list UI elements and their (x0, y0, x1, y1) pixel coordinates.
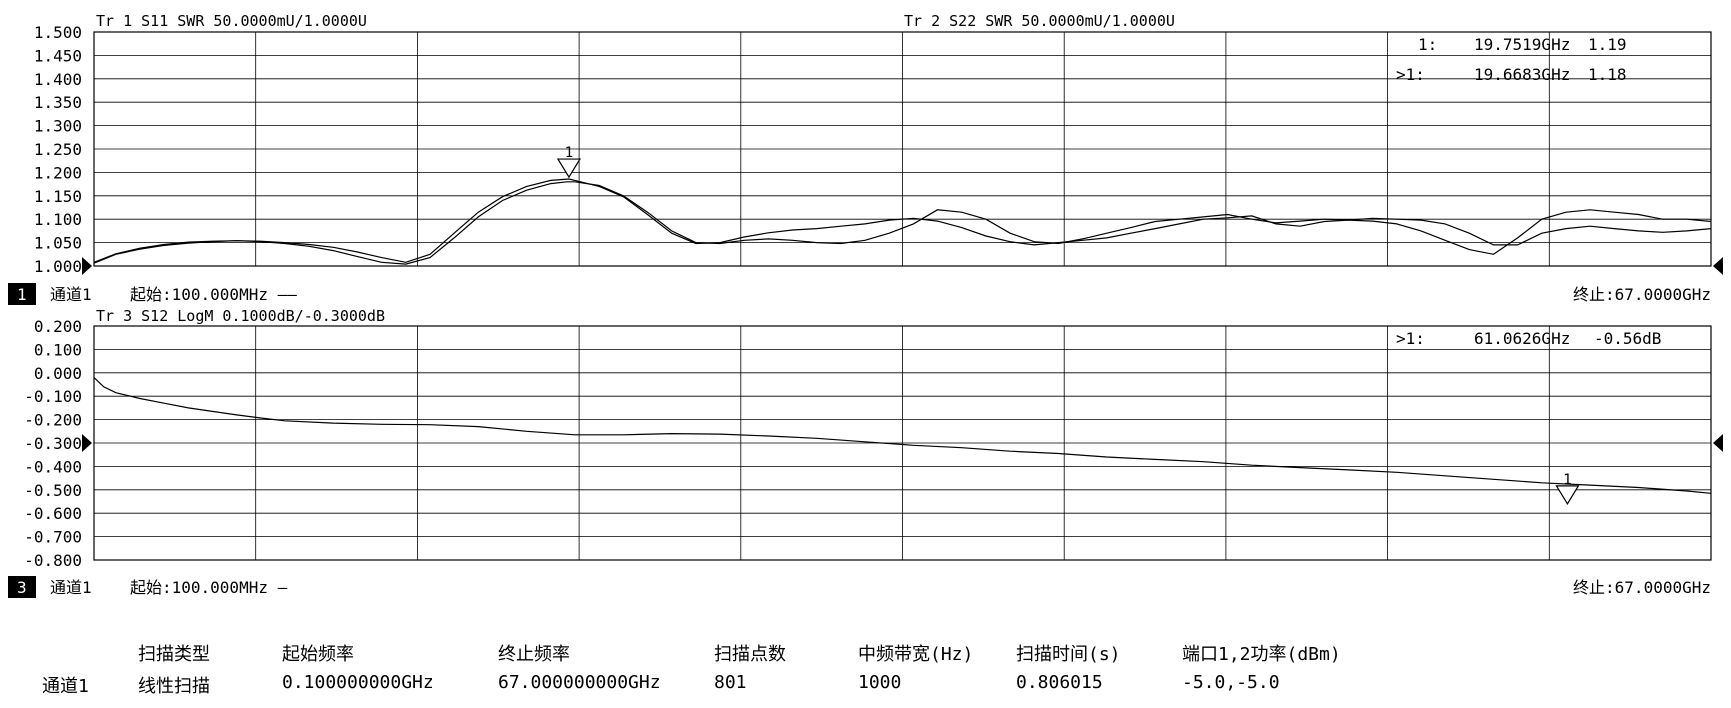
settings-header-if-bandwidth: 中频带宽(Hz) (858, 644, 974, 665)
marker-readout-3-freq: 61.0626GHz (1474, 329, 1570, 348)
marker-number-label: 1 (1563, 472, 1571, 488)
marker-readout-2-value: 1.18 (1588, 65, 1627, 84)
start-frequency-1[interactable]: 起始:100.000MHz —— (130, 285, 297, 304)
marker-readout-2-label: >1: (1396, 65, 1425, 84)
settings-header-start-frequency: 起始频率 (282, 644, 354, 665)
y-tick-label: -0.100 (24, 387, 82, 406)
channel-badge-1-text: 1 (17, 285, 27, 304)
channel-badge-1[interactable] (8, 283, 36, 305)
y-tick-label: -0.600 (24, 504, 82, 523)
chart-panel-s12: 0.200 0.100 0.000 -0.100 -0.200 -0.300 -0.400 -… (8, 307, 1723, 598)
y-tick-label: -0.800 (24, 551, 82, 570)
y-tick-label: 0.000 (34, 364, 82, 383)
trace-2-header[interactable]: Tr 2 S22 SWR 50.0000mU/1.0000U (904, 12, 1175, 30)
grid-panel-1 (93, 31, 1712, 267)
settings-value-sweep-points[interactable]: 801 (714, 672, 747, 693)
stop-frequency-3[interactable]: 终止:67.0000GHz (1573, 578, 1711, 597)
y-tick-label: 1.100 (34, 210, 82, 229)
settings-value-stop-frequency[interactable]: 67.000000000GHz (498, 672, 661, 693)
marker-readout-1-freq: 19.7519GHz (1474, 35, 1570, 54)
y-tick-label: 1.000 (34, 257, 82, 276)
y-tick-label: -0.300 (24, 434, 82, 453)
reference-level-right-marker[interactable] (1713, 434, 1723, 452)
y-tick-label: -0.500 (24, 481, 82, 500)
trace-line-2 (93, 181, 1712, 265)
marker-triangle-icon[interactable] (556, 158, 582, 179)
y-tick-label: 1.050 (34, 234, 82, 253)
y-tick-label: 0.100 (34, 340, 82, 359)
channel-badge-3[interactable] (8, 576, 36, 598)
marker-readout-2-freq: 19.6683GHz (1474, 65, 1570, 84)
chart-panel-s11-s22: 1.500 1.450 1.400 1.350 1.300 1.250 1.200 1.150… (8, 12, 1723, 305)
trace-1-header[interactable]: Tr 1 S11 SWR 50.0000mU/1.0000U (96, 12, 367, 30)
settings-value-sweep-type[interactable]: 线性扫描 (138, 676, 210, 697)
y-tick-label: 1.300 (34, 117, 82, 136)
marker-panel-2[interactable]: 1 (1555, 472, 1580, 505)
channel-label-1: 通道1 (50, 285, 92, 304)
marker-readout-3-label: >1: (1396, 329, 1425, 348)
sweep-settings-table: 扫描类型 起始频率 终止频率 扫描点数 中频带宽(Hz) 扫描时间(s) 端口1… (0, 640, 1731, 708)
analyzer-display: 1.500 1.450 1.400 1.350 1.300 1.250 1.200 1.150… (8, 12, 1723, 598)
marker-readout-3-value: -0.56dB (1594, 329, 1661, 348)
y-tick-label: 1.450 (34, 46, 82, 65)
marker-readout-1-label: 1: (1418, 35, 1437, 54)
trace-3-header[interactable]: Tr 3 S12 LogM 0.1000dB/-0.3000dB (96, 307, 385, 325)
settings-value-sweep-time[interactable]: 0.806015 (1016, 672, 1103, 693)
y-axis-ticks-panel-1: 1.500 1.450 1.400 1.350 1.300 1.250 1.200 1.150… (34, 23, 1723, 276)
marker-number-label: 1 (565, 145, 573, 161)
marker-panel-1[interactable]: 1 (556, 145, 582, 179)
channel-label-3: 通道1 (50, 578, 92, 597)
settings-value-if-bandwidth[interactable]: 1000 (858, 672, 902, 693)
y-tick-label: 1.350 (34, 93, 82, 112)
settings-row-label: 通道1 (42, 676, 89, 697)
channel-badge-3-text: 3 (17, 578, 27, 597)
settings-header-sweep-type: 扫描类型 (138, 644, 210, 665)
settings-value-port-power[interactable]: -5.0,-5.0 (1182, 672, 1280, 693)
y-tick-label: 1.200 (34, 163, 82, 182)
y-tick-label: -0.400 (24, 457, 82, 476)
y-tick-label: -0.200 (24, 411, 82, 430)
y-tick-label: 0.200 (34, 317, 82, 336)
marker-readout-1-value: 1.19 (1588, 35, 1627, 54)
settings-header-stop-frequency: 终止频率 (498, 644, 570, 665)
y-tick-label: 1.250 (34, 140, 82, 159)
stop-frequency-1[interactable]: 终止:67.0000GHz (1573, 285, 1711, 304)
settings-header-sweep-points: 扫描点数 (714, 644, 786, 665)
reference-level-left-marker[interactable] (82, 434, 92, 452)
settings-header-sweep-time: 扫描时间(s) (1016, 644, 1121, 665)
trace-line-1 (93, 178, 1712, 264)
reference-level-right-marker[interactable] (1713, 257, 1723, 275)
traces-panel-2 (93, 377, 1712, 494)
start-frequency-3[interactable]: 起始:100.000MHz — (130, 578, 288, 597)
trace-line-1 (93, 377, 1712, 494)
marker-triangle-icon[interactable] (1555, 485, 1580, 505)
y-tick-label: 1.500 (34, 23, 82, 42)
y-tick-label: -0.700 (24, 528, 82, 547)
traces-panel-1 (93, 178, 1712, 265)
y-tick-label: 1.150 (34, 187, 82, 206)
reference-level-left-marker[interactable] (82, 257, 92, 275)
grid-panel-2 (93, 325, 1712, 561)
y-tick-label: 1.400 (34, 70, 82, 89)
settings-header-port-power: 端口1,2功率(dBm) (1182, 644, 1341, 665)
settings-value-start-frequency[interactable]: 0.100000000GHz (282, 672, 434, 693)
y-axis-ticks-panel-2: 0.200 0.100 0.000 -0.100 -0.200 -0.300 -0.400 -… (24, 317, 1723, 570)
